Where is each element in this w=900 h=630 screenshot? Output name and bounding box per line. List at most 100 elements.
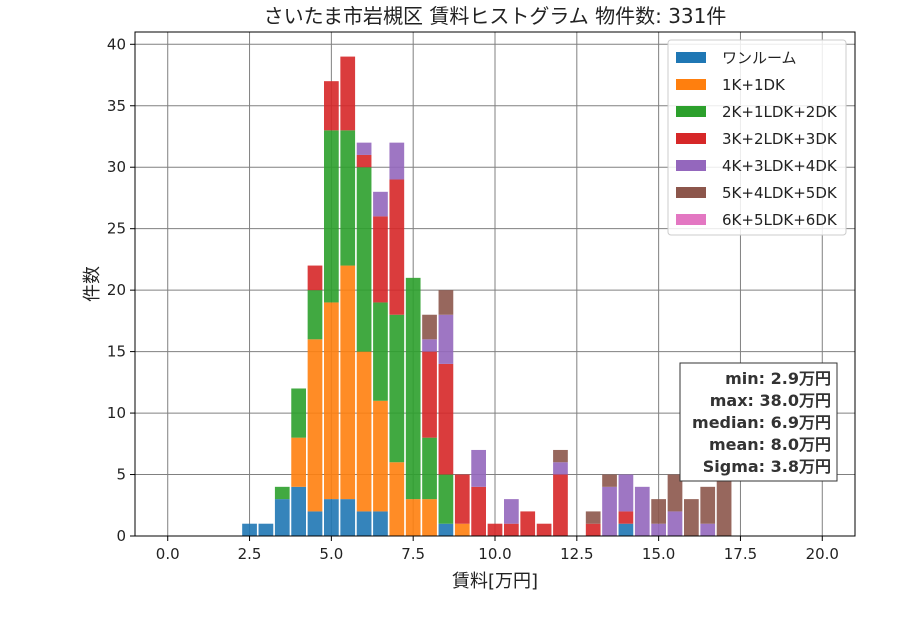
histogram-bar xyxy=(389,179,405,315)
histogram-bar xyxy=(487,523,503,536)
x-tick-label: 12.5 xyxy=(560,545,593,563)
x-tick-label: 2.5 xyxy=(238,545,262,563)
histogram-bar xyxy=(438,314,454,364)
x-tick-label: 0.0 xyxy=(156,545,180,563)
histogram-bar xyxy=(471,449,486,487)
legend-swatch xyxy=(676,133,706,144)
x-tick-label: 7.5 xyxy=(401,545,425,563)
stats-line: median: 6.9万円 xyxy=(692,413,831,432)
histogram-bar xyxy=(520,511,536,536)
histogram-bar xyxy=(373,191,388,217)
histogram-bar xyxy=(373,302,388,401)
y-tick-label: 40 xyxy=(107,35,126,53)
histogram-bar xyxy=(422,314,437,340)
histogram-bar xyxy=(684,499,699,536)
histogram-bar xyxy=(324,130,339,303)
stats-line: min: 2.9万円 xyxy=(725,369,831,388)
histogram-bar xyxy=(553,474,568,536)
histogram-bar xyxy=(602,486,617,536)
x-tick-label: 15.0 xyxy=(642,545,675,563)
x-tick-label: 5.0 xyxy=(319,545,343,563)
legend-frame xyxy=(667,39,847,236)
histogram-bar xyxy=(324,499,339,536)
histogram-bar xyxy=(340,499,356,536)
histogram-bar xyxy=(602,474,617,487)
legend-label: ワンルーム xyxy=(722,49,797,67)
histogram-bar xyxy=(340,130,356,266)
histogram-bar xyxy=(291,486,306,536)
histogram-bar xyxy=(373,511,388,536)
histogram-bar xyxy=(405,277,421,500)
stats-line: mean: 8.0万円 xyxy=(709,435,831,454)
histogram-bar xyxy=(651,499,666,524)
histogram-bar xyxy=(667,511,683,536)
y-tick-label: 0 xyxy=(116,527,126,545)
histogram-bar xyxy=(274,499,290,536)
histogram-bar xyxy=(422,339,437,352)
legend-swatch xyxy=(676,106,706,117)
histogram-bar xyxy=(324,81,339,131)
x-tick-label: 20.0 xyxy=(806,545,839,563)
legend-label: 3K+2LDK+3DK xyxy=(722,130,838,148)
histogram-bar xyxy=(618,511,634,524)
stats-line: max: 38.0万円 xyxy=(710,391,831,410)
histogram-bar xyxy=(389,142,405,180)
y-tick-label: 15 xyxy=(107,343,126,361)
histogram-bar xyxy=(504,523,519,536)
histogram-bar xyxy=(340,56,356,131)
legend: ワンルーム 1K+1DK 2K+1LDK+2DK 3K+2LDK+3DK 4K+3LDK… xyxy=(667,39,847,236)
chart-title: さいたま市岩槻区 賃料ヒストグラム 物件数: 331件 xyxy=(264,4,727,28)
y-tick-label: 35 xyxy=(107,97,126,115)
histogram-bar xyxy=(291,388,306,438)
y-tick-label: 10 xyxy=(107,404,126,422)
legend-swatch xyxy=(676,187,706,198)
histogram-bar xyxy=(373,216,388,303)
x-axis-label: 賃料[万円] xyxy=(452,571,538,592)
y-tick-label: 25 xyxy=(107,220,126,238)
histogram-bar xyxy=(324,302,339,500)
stats-box: min: 2.9万円 max: 38.0万円 median: 6.9万円 mean: … xyxy=(679,362,838,482)
histogram-bar xyxy=(585,511,601,524)
histogram-bar xyxy=(307,339,323,512)
histogram-bar xyxy=(422,351,437,438)
histogram-bar xyxy=(356,167,372,352)
legend-swatch xyxy=(676,79,706,90)
histogram-bar xyxy=(618,523,634,536)
histogram-bar xyxy=(716,474,732,536)
histogram-bar xyxy=(389,314,405,463)
histogram-bar xyxy=(471,486,486,536)
histogram-bar xyxy=(307,290,323,340)
histogram-bar xyxy=(618,474,634,512)
x-tick-label: 10.0 xyxy=(478,545,511,563)
histogram-bar xyxy=(700,523,716,536)
histogram-bar xyxy=(307,265,323,291)
histogram-bar xyxy=(356,511,372,536)
histogram-bar xyxy=(356,142,372,155)
legend-label: 4K+3LDK+4DK xyxy=(722,157,838,175)
histogram-bar xyxy=(585,523,601,536)
y-tick-label: 20 xyxy=(107,281,126,299)
stats-line: Sigma: 3.8万円 xyxy=(703,457,831,476)
histogram-bar xyxy=(389,462,405,536)
histogram-bar xyxy=(274,486,290,500)
histogram-bar xyxy=(651,523,666,536)
histogram-bar xyxy=(700,486,716,524)
histogram-bar xyxy=(553,462,568,475)
histogram-bar xyxy=(422,499,437,536)
histogram-bar xyxy=(405,499,421,536)
histogram-bar xyxy=(356,351,372,512)
histogram-bar xyxy=(667,474,683,512)
y-axis-label: 件数 xyxy=(82,266,103,302)
legend-swatch xyxy=(676,52,706,63)
legend-swatch xyxy=(676,160,706,171)
histogram-bar xyxy=(553,449,568,463)
ticks-layer: 0.0 2.5 5.0 7.5 10.0 12.5 15.0 17.5 20.0 0 5 10 15 20… xyxy=(107,35,839,563)
legend-label: 1K+1DK xyxy=(722,76,786,94)
histogram-bar xyxy=(536,523,552,536)
histogram-bar xyxy=(454,523,470,536)
bars-layer xyxy=(242,56,732,536)
legend-label: 5K+4LDK+5DK xyxy=(722,184,838,202)
histogram-bar xyxy=(504,499,519,524)
histogram-bar xyxy=(438,363,454,475)
